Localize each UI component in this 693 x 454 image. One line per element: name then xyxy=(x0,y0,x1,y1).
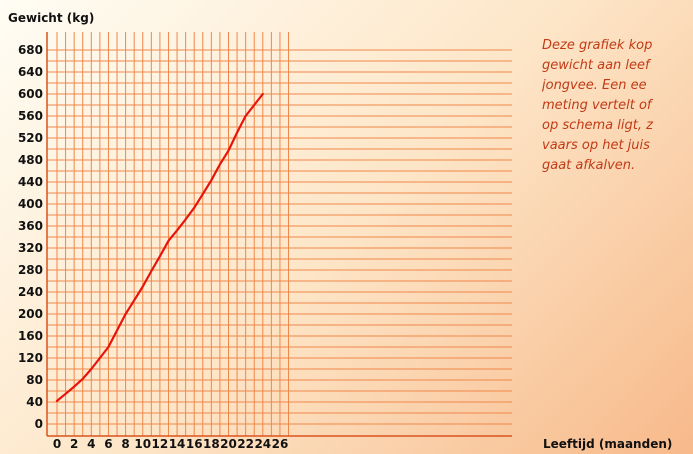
y-tick-label: 480 xyxy=(18,153,43,167)
y-tick-label: 160 xyxy=(18,329,43,343)
description-line: meting vertelt of xyxy=(542,98,652,113)
y-tick-label: 120 xyxy=(18,351,43,365)
x-tick-label: 26 xyxy=(272,437,289,451)
description-line: gewicht aan leef xyxy=(542,58,650,73)
x-tick-label: 18 xyxy=(203,437,220,451)
chart-series xyxy=(55,92,264,402)
y-tick-label: 40 xyxy=(26,395,43,409)
description-line: Deze grafiek kop xyxy=(542,38,653,53)
x-tick-label: 2 xyxy=(70,437,78,451)
y-tick-label: 640 xyxy=(18,65,43,79)
y-tick-label: 680 xyxy=(18,43,43,57)
description-line: op schema ligt, z xyxy=(542,118,653,133)
x-axis-title: Leeftijd (maanden) xyxy=(543,437,672,451)
x-tick-label: 12 xyxy=(152,437,169,451)
chart-axes xyxy=(46,32,512,437)
x-tick-label: 6 xyxy=(104,437,112,451)
chart-grid xyxy=(47,32,512,436)
description-text: Deze grafiek kop gewicht aan leef jongvee.… xyxy=(542,36,692,176)
y-tick-label: 440 xyxy=(18,175,43,189)
x-tick-label: 4 xyxy=(87,437,95,451)
y-tick-label: 320 xyxy=(18,241,43,255)
y-tick-label: 200 xyxy=(18,307,43,321)
y-tick-label: 240 xyxy=(18,285,43,299)
description-line: gaat afkalven. xyxy=(542,158,636,173)
y-tick-label: 400 xyxy=(18,197,43,211)
y-tick-label: 280 xyxy=(18,263,43,277)
y-tick-label: 520 xyxy=(18,131,43,145)
y-tick-label: 560 xyxy=(18,109,43,123)
x-tick-label: 24 xyxy=(254,437,271,451)
x-tick-label: 16 xyxy=(186,437,203,451)
x-tick-label: 20 xyxy=(220,437,237,451)
y-tick-label: 80 xyxy=(26,373,43,387)
y-tick-label: 0 xyxy=(35,417,43,431)
description-line: jongvee. Een ee xyxy=(542,78,647,93)
x-tick-label: 10 xyxy=(134,437,151,451)
x-tick-labels: 0 2 4 6 8 10 12 14 16 18 20 22 24 26 xyxy=(53,437,288,451)
y-axis-title: Gewicht (kg) xyxy=(8,11,94,25)
x-tick-label: 22 xyxy=(237,437,254,451)
description-line: vaars op het juis xyxy=(542,138,650,153)
x-tick-label: 8 xyxy=(121,437,129,451)
y-tick-labels: 0 40 80 120 160 200 240 280 320 360 400 440 480 520 56… xyxy=(18,43,43,431)
x-tick-label: 14 xyxy=(169,437,186,451)
weight-series-line xyxy=(55,92,264,402)
x-tick-label: 0 xyxy=(53,437,61,451)
y-tick-label: 360 xyxy=(18,219,43,233)
y-tick-label: 600 xyxy=(18,87,43,101)
